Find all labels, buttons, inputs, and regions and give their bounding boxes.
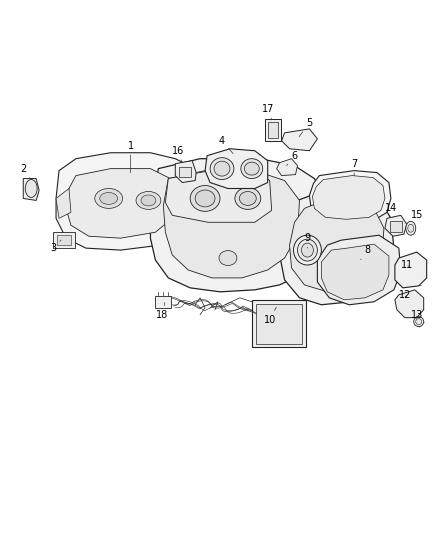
Ellipse shape: [240, 191, 256, 205]
Ellipse shape: [408, 224, 414, 232]
Ellipse shape: [100, 192, 118, 204]
Bar: [265, 119, 281, 141]
Ellipse shape: [406, 221, 416, 235]
Ellipse shape: [195, 190, 215, 207]
Text: 15: 15: [410, 211, 423, 224]
Text: 18: 18: [156, 303, 169, 320]
Ellipse shape: [95, 189, 123, 208]
Text: 11: 11: [401, 260, 413, 270]
Polygon shape: [318, 235, 401, 305]
Ellipse shape: [235, 188, 261, 209]
Text: 1: 1: [127, 141, 134, 173]
Ellipse shape: [214, 161, 230, 176]
Ellipse shape: [141, 195, 156, 206]
Ellipse shape: [136, 191, 161, 209]
Bar: [179, 167, 191, 176]
Text: 6: 6: [286, 151, 297, 166]
Text: 4: 4: [219, 136, 233, 154]
Bar: [57, 235, 71, 245]
Polygon shape: [279, 189, 394, 305]
Polygon shape: [321, 244, 389, 300]
Ellipse shape: [416, 319, 422, 325]
Bar: [268, 122, 278, 138]
Ellipse shape: [414, 317, 424, 327]
Polygon shape: [165, 171, 272, 222]
Polygon shape: [309, 171, 391, 222]
Bar: [256, 304, 303, 343]
Bar: [53, 232, 75, 248]
Text: 12: 12: [399, 290, 411, 300]
Polygon shape: [56, 153, 205, 250]
Polygon shape: [312, 175, 385, 219]
Text: 13: 13: [410, 310, 423, 320]
Bar: [390, 221, 402, 232]
Ellipse shape: [190, 185, 220, 212]
Polygon shape: [282, 129, 318, 151]
Polygon shape: [277, 159, 297, 175]
Bar: [252, 300, 307, 348]
Polygon shape: [66, 168, 178, 238]
Text: 9: 9: [304, 233, 311, 248]
Ellipse shape: [210, 158, 234, 180]
Ellipse shape: [301, 243, 314, 257]
Text: 14: 14: [385, 204, 397, 217]
Polygon shape: [385, 215, 407, 236]
Text: 10: 10: [264, 307, 276, 325]
Text: 7: 7: [351, 159, 357, 176]
Text: 3: 3: [50, 240, 61, 253]
Polygon shape: [395, 252, 427, 288]
Polygon shape: [395, 290, 424, 318]
Polygon shape: [290, 198, 384, 292]
Polygon shape: [150, 159, 327, 292]
Text: 2: 2: [20, 164, 30, 178]
Text: 8: 8: [360, 245, 370, 260]
Text: 17: 17: [261, 104, 274, 120]
Bar: [155, 296, 171, 308]
Ellipse shape: [25, 180, 37, 197]
Polygon shape: [205, 149, 268, 189]
Polygon shape: [175, 160, 196, 182]
Polygon shape: [23, 179, 39, 200]
Ellipse shape: [241, 159, 263, 179]
Text: 5: 5: [299, 118, 313, 136]
Ellipse shape: [297, 239, 318, 261]
Polygon shape: [56, 189, 71, 219]
Text: 16: 16: [172, 146, 184, 161]
Ellipse shape: [293, 235, 321, 265]
Polygon shape: [163, 171, 300, 278]
Ellipse shape: [244, 162, 259, 175]
Ellipse shape: [219, 251, 237, 265]
